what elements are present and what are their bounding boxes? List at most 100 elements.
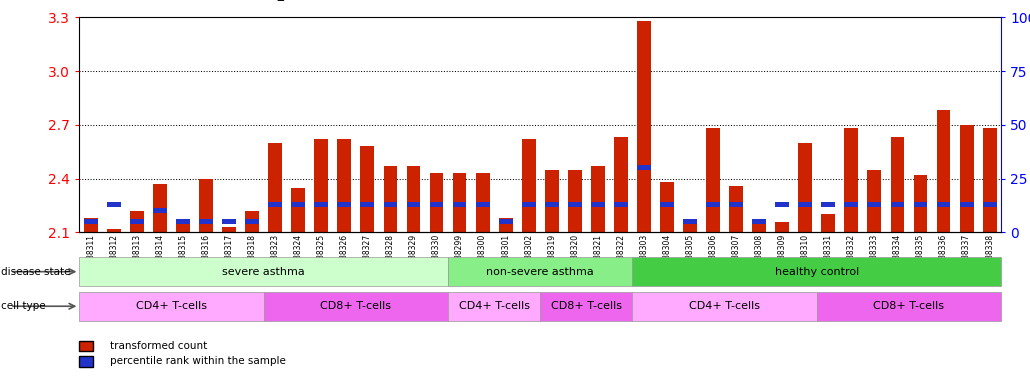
Bar	[107, 229, 121, 232]
Text: CD8+ T-cells: CD8+ T-cells	[551, 301, 622, 311]
Bar	[245, 211, 260, 232]
Bar	[614, 202, 628, 207]
Text: CD4+ T-cells: CD4+ T-cells	[136, 301, 207, 311]
Bar	[637, 166, 651, 170]
Bar	[729, 186, 743, 232]
Bar	[314, 139, 329, 232]
Bar	[798, 143, 813, 232]
Bar	[637, 21, 651, 232]
Bar	[452, 202, 467, 207]
Bar	[199, 179, 213, 232]
Bar	[867, 170, 882, 232]
Bar	[499, 219, 513, 224]
Bar	[79, 257, 448, 286]
Bar	[153, 209, 167, 213]
Bar	[79, 292, 264, 321]
Bar	[591, 166, 605, 232]
Bar	[632, 257, 1001, 286]
Text: CD8+ T-cells: CD8+ T-cells	[873, 301, 945, 311]
Bar	[360, 202, 374, 207]
Bar	[291, 187, 305, 232]
Bar	[430, 202, 444, 207]
Bar	[568, 170, 582, 232]
Bar	[614, 137, 628, 232]
Bar	[430, 173, 444, 232]
Bar	[245, 219, 260, 224]
Bar	[983, 202, 997, 207]
Bar	[983, 128, 997, 232]
Text: disease state: disease state	[1, 266, 70, 277]
Bar	[199, 219, 213, 224]
Text: CD4+ T-cells: CD4+ T-cells	[458, 301, 529, 311]
Text: healthy control: healthy control	[775, 266, 859, 277]
Bar	[476, 173, 489, 232]
Text: cell type: cell type	[1, 301, 45, 311]
Bar	[845, 128, 858, 232]
Bar	[383, 202, 398, 207]
Bar	[752, 219, 766, 224]
Bar	[914, 202, 927, 207]
Text: CD4+ T-cells: CD4+ T-cells	[689, 301, 760, 311]
Bar	[268, 202, 282, 207]
Bar	[448, 292, 540, 321]
Bar	[130, 219, 144, 224]
Bar	[936, 202, 951, 207]
Bar	[914, 175, 927, 232]
Bar	[407, 202, 420, 207]
Bar	[314, 202, 329, 207]
Bar	[660, 182, 674, 232]
Text: transformed count: transformed count	[110, 341, 207, 351]
Bar	[891, 137, 904, 232]
Bar	[821, 202, 835, 207]
Bar	[568, 202, 582, 207]
Bar	[845, 202, 858, 207]
Bar	[222, 219, 236, 224]
Text: non-severe asthma: non-severe asthma	[486, 266, 594, 277]
Bar	[522, 139, 536, 232]
Bar	[499, 218, 513, 232]
Bar	[407, 166, 420, 232]
Text: CD8+ T-cells: CD8+ T-cells	[320, 301, 391, 311]
Bar	[268, 143, 282, 232]
Bar	[176, 219, 190, 224]
Bar	[264, 292, 448, 321]
Bar	[776, 202, 789, 207]
Bar	[960, 125, 973, 232]
Bar	[683, 219, 697, 224]
Bar	[338, 139, 351, 232]
Bar	[540, 292, 632, 321]
Bar	[545, 202, 558, 207]
Bar	[776, 222, 789, 232]
Bar	[107, 202, 121, 207]
Bar	[176, 222, 190, 232]
Bar	[752, 222, 766, 232]
Bar	[222, 227, 236, 232]
Bar	[383, 166, 398, 232]
Bar	[338, 202, 351, 207]
Bar	[83, 219, 98, 224]
Bar	[817, 292, 1001, 321]
Bar	[683, 220, 697, 232]
Bar	[153, 184, 167, 232]
Bar	[867, 202, 882, 207]
Bar	[798, 202, 813, 207]
Bar	[452, 173, 467, 232]
Bar	[291, 202, 305, 207]
Bar	[130, 211, 144, 232]
Bar	[522, 202, 536, 207]
Bar	[83, 218, 98, 232]
Bar	[960, 202, 973, 207]
Bar	[707, 202, 720, 207]
Bar	[707, 128, 720, 232]
Bar	[591, 202, 605, 207]
Bar	[545, 170, 558, 232]
Bar	[936, 111, 951, 232]
Bar	[821, 214, 835, 232]
Bar	[729, 202, 743, 207]
Bar	[448, 257, 632, 286]
Text: percentile rank within the sample: percentile rank within the sample	[110, 356, 286, 366]
Bar	[660, 202, 674, 207]
Bar	[891, 202, 904, 207]
Bar	[476, 202, 489, 207]
Bar	[632, 292, 817, 321]
